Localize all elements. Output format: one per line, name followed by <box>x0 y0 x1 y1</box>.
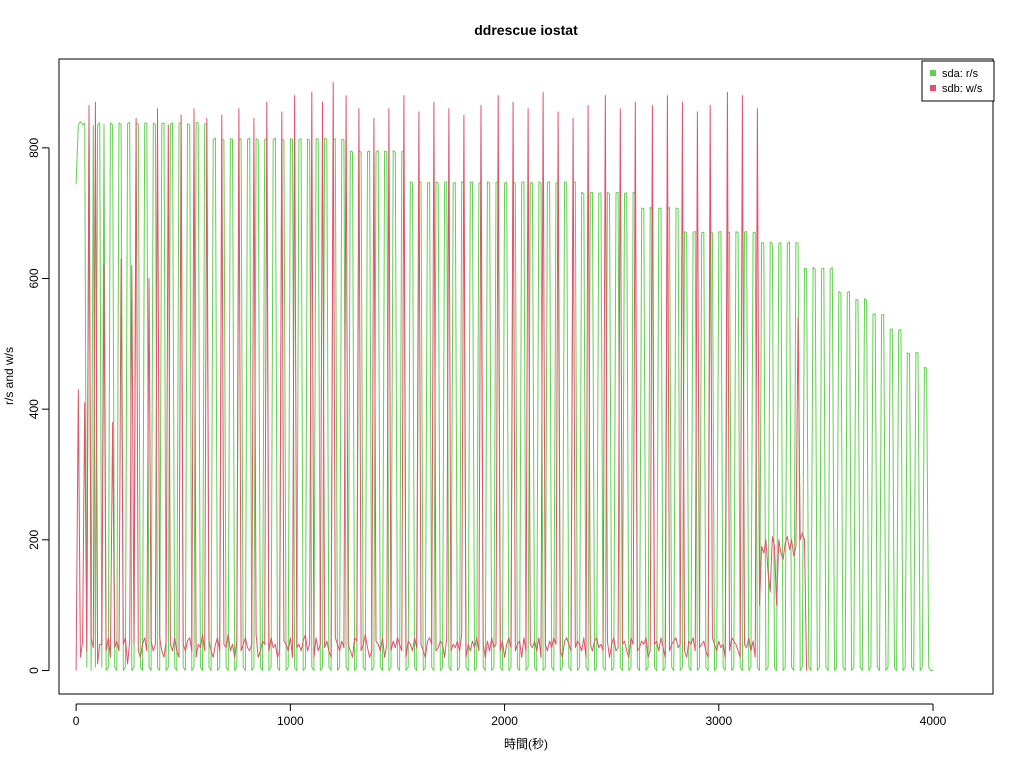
legend-swatch-sdb <box>930 85 936 91</box>
y-tick-label: 400 <box>27 399 41 419</box>
x-tick-label: 1000 <box>277 714 304 728</box>
legend-label-sda: sda: r/s <box>942 68 979 80</box>
x-axis-label: 時間(秒) <box>504 737 548 751</box>
legend-label-sdb: sdb: w/s <box>942 83 983 95</box>
series-layer <box>75 82 933 671</box>
y-axis-label: r/s and w/s <box>2 347 16 405</box>
series-line-sda <box>75 121 933 671</box>
x-tick-label: 0 <box>73 714 80 728</box>
legend: sda: r/s sdb: w/s <box>921 60 995 102</box>
x-tick-label: 2000 <box>491 714 518 728</box>
x-axis: 0 1000 2000 3000 4000 <box>73 703 947 728</box>
x-tick-label: 3000 <box>705 714 732 728</box>
y-tick-label: 800 <box>27 138 41 158</box>
series-line-sdb <box>75 82 808 671</box>
plot-frame <box>58 58 994 695</box>
chart-title: ddrescue iostat <box>474 22 578 38</box>
legend-box <box>921 60 995 102</box>
legend-swatch-sda <box>930 70 936 76</box>
y-axis: 0 200 400 600 800 <box>27 138 50 674</box>
x-tick-label: 4000 <box>920 714 947 728</box>
y-tick-label: 600 <box>27 268 41 288</box>
y-tick-label: 0 <box>27 667 41 674</box>
y-tick-label: 200 <box>27 529 41 549</box>
